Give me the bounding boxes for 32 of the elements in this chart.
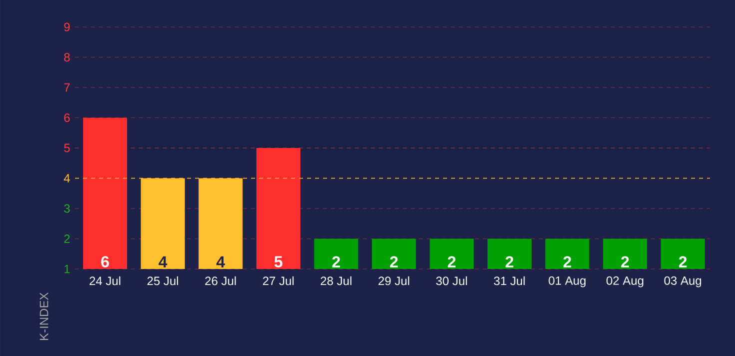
- y-tick-label: 3: [64, 204, 70, 213]
- y-tick-label: 7: [64, 83, 70, 92]
- x-tick-label: 02 Aug: [606, 276, 644, 288]
- y-axis-title: K-INDEX: [40, 292, 48, 340]
- y-tick-label: 5: [64, 144, 70, 152]
- data-label: 4: [158, 256, 168, 268]
- x-tick-label: 03 Aug: [664, 276, 702, 288]
- y-tick-label: 1: [64, 264, 70, 274]
- x-tick-label: 30 Jul: [436, 276, 467, 286]
- x-tick-label: 26 Jul: [205, 276, 236, 286]
- data-label: 4: [216, 256, 225, 268]
- data-label: 2: [621, 256, 629, 268]
- data-label: 2: [506, 256, 514, 268]
- x-tick-label: 01 Aug: [548, 276, 586, 288]
- y-tick-label: 8: [64, 52, 70, 62]
- data-label: 5: [274, 256, 282, 268]
- x-tick-label: 31 Jul: [494, 276, 525, 286]
- y-tick-label: 9: [64, 22, 70, 32]
- x-tick-label: 27 Jul: [262, 276, 294, 286]
- data-label: 6: [101, 256, 109, 268]
- y-tick-label: 4: [64, 174, 70, 182]
- data-label: 2: [448, 256, 456, 268]
- data-label: 2: [332, 256, 340, 268]
- x-tick-label: 25 Jul: [147, 276, 178, 286]
- data-label: 2: [678, 256, 687, 268]
- y-tick-label: 6: [64, 113, 70, 122]
- x-tick-label: 24 Jul: [90, 276, 120, 286]
- x-tick-label: 29 Jul: [378, 276, 410, 286]
- data-label: 2: [390, 256, 398, 268]
- x-tick-label: 28 Jul: [320, 276, 352, 286]
- data-label: 2: [563, 256, 572, 268]
- y-tick-label: 2: [64, 234, 70, 243]
